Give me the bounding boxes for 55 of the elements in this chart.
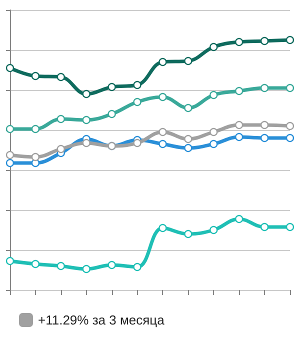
point [82,116,90,124]
point [56,144,66,154]
point [133,80,142,90]
point [158,128,167,136]
point [108,82,116,92]
point [133,138,142,148]
point [184,230,192,238]
point [6,158,14,168]
point [82,264,90,274]
point [31,152,40,162]
point [6,64,14,72]
point [6,150,14,160]
point [235,86,244,96]
point [210,42,218,52]
point [158,224,167,232]
point [286,84,294,92]
point [210,128,218,136]
point [133,98,142,106]
point [108,110,116,118]
point [210,140,218,148]
point [235,132,244,142]
point [56,72,66,82]
point [56,262,66,270]
point [286,36,294,44]
point [260,36,269,46]
point [210,226,218,234]
point [184,56,192,66]
point [56,114,66,124]
point [184,134,192,144]
point [158,92,167,102]
point [286,122,294,130]
point [260,84,269,92]
point [31,72,40,80]
point [184,144,192,152]
point [184,104,192,112]
point [260,120,269,130]
point [31,124,40,134]
point [286,134,294,142]
point [235,214,244,224]
point [286,222,294,232]
point [6,124,14,134]
point [82,138,90,148]
legend-label: +11.29% за 3 месяца [38,312,166,328]
point [210,90,218,100]
point [260,134,269,142]
point [235,38,244,46]
point [158,140,167,148]
point [133,262,142,272]
point [6,256,14,266]
point [260,222,269,232]
point [158,58,167,66]
point [31,260,40,268]
point [82,90,90,98]
point [235,120,244,130]
point [108,260,116,270]
